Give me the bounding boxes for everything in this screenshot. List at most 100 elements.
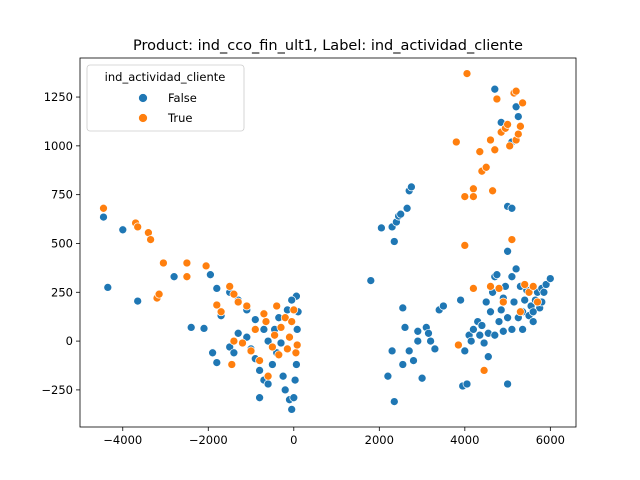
data-point (430, 344, 440, 354)
plot-frame (79, 57, 577, 428)
data-point (182, 272, 192, 282)
data-point (208, 348, 217, 358)
data-point (469, 184, 478, 194)
y-tick-label: 750 (51, 188, 73, 202)
data-point (272, 301, 282, 311)
series-true (99, 69, 542, 381)
data-point (283, 344, 292, 354)
data-point (216, 307, 226, 317)
data-point (366, 276, 376, 285)
data-point (407, 182, 416, 192)
data-point (503, 379, 512, 389)
data-point (509, 297, 519, 307)
data-point (268, 342, 277, 352)
data-point (250, 315, 260, 324)
data-point (516, 307, 525, 317)
data-point (292, 325, 302, 334)
data-point (424, 328, 433, 338)
legend-title: ind_actividad_cliente (105, 70, 226, 84)
axes: −4000 −2000 0 2000 4000 6000 −250 0 250 500 750 100… (41, 57, 577, 447)
data-point (133, 222, 143, 232)
x-tick-label: 2000 (365, 433, 394, 447)
data-point (118, 225, 128, 235)
data-point (289, 305, 299, 315)
data-point (255, 356, 264, 365)
data-point (469, 325, 478, 334)
data-point (518, 98, 527, 108)
data-point (270, 330, 279, 340)
data-point (229, 348, 239, 358)
data-point (462, 379, 472, 389)
data-point (426, 336, 435, 346)
data-point (456, 295, 465, 305)
data-point (396, 209, 406, 219)
data-point (387, 346, 397, 356)
data-point (496, 305, 506, 315)
data-point (290, 375, 300, 385)
data-point (186, 323, 196, 332)
data-point (404, 346, 414, 356)
data-point (278, 371, 288, 381)
data-point (229, 336, 239, 346)
data-point (460, 241, 470, 250)
data-point (460, 346, 470, 356)
data-point (246, 346, 256, 356)
data-point (285, 332, 294, 342)
legend-marker-false (138, 93, 148, 103)
data-point (206, 270, 215, 280)
chart-title: Product: ind_cco_fin_ult1, Label: ind_ac… (133, 38, 523, 54)
legend-label-true: True (167, 111, 192, 125)
data-point (533, 297, 542, 307)
data-point (287, 295, 297, 305)
data-point (201, 261, 211, 271)
data-point (490, 84, 500, 94)
data-point (494, 284, 504, 293)
series-false (99, 84, 555, 414)
data-point (233, 328, 243, 338)
data-point (507, 235, 517, 244)
data-point (475, 147, 485, 157)
data-point (498, 297, 508, 307)
data-point (99, 203, 108, 213)
data-point (233, 297, 243, 307)
y-tick-label: 1250 (44, 90, 73, 104)
data-point (462, 69, 472, 78)
data-point (520, 295, 530, 305)
data-point (507, 272, 517, 282)
data-point (291, 348, 301, 358)
data-point (503, 120, 512, 129)
data-point (280, 385, 290, 395)
data-point (486, 282, 495, 291)
data-point (475, 330, 485, 340)
data-point (99, 212, 108, 222)
data-point (389, 237, 399, 246)
x-tick-label: −4000 (103, 433, 142, 447)
data-point (268, 360, 277, 369)
data-point (263, 371, 273, 381)
data-point (146, 235, 155, 244)
data-point (133, 296, 143, 306)
data-point (225, 342, 235, 352)
data-point (409, 356, 418, 365)
data-point (494, 317, 504, 326)
data-point (199, 324, 209, 333)
data-point (479, 366, 489, 375)
x-tick-label: −2000 (189, 433, 228, 447)
data-point (261, 317, 271, 326)
x-tick-label: 0 (290, 433, 297, 447)
data-point (398, 303, 408, 313)
data-point (466, 336, 476, 346)
data-point (511, 102, 521, 112)
data-point (398, 360, 408, 369)
data-point (212, 284, 222, 293)
legend: ind_actividad_cliente False True (86, 64, 245, 132)
data-point (513, 129, 523, 139)
data-point (413, 336, 423, 346)
data-point (483, 352, 493, 362)
data-point (229, 289, 239, 299)
data-point (212, 300, 222, 310)
data-point (238, 338, 247, 348)
data-point (287, 405, 297, 414)
